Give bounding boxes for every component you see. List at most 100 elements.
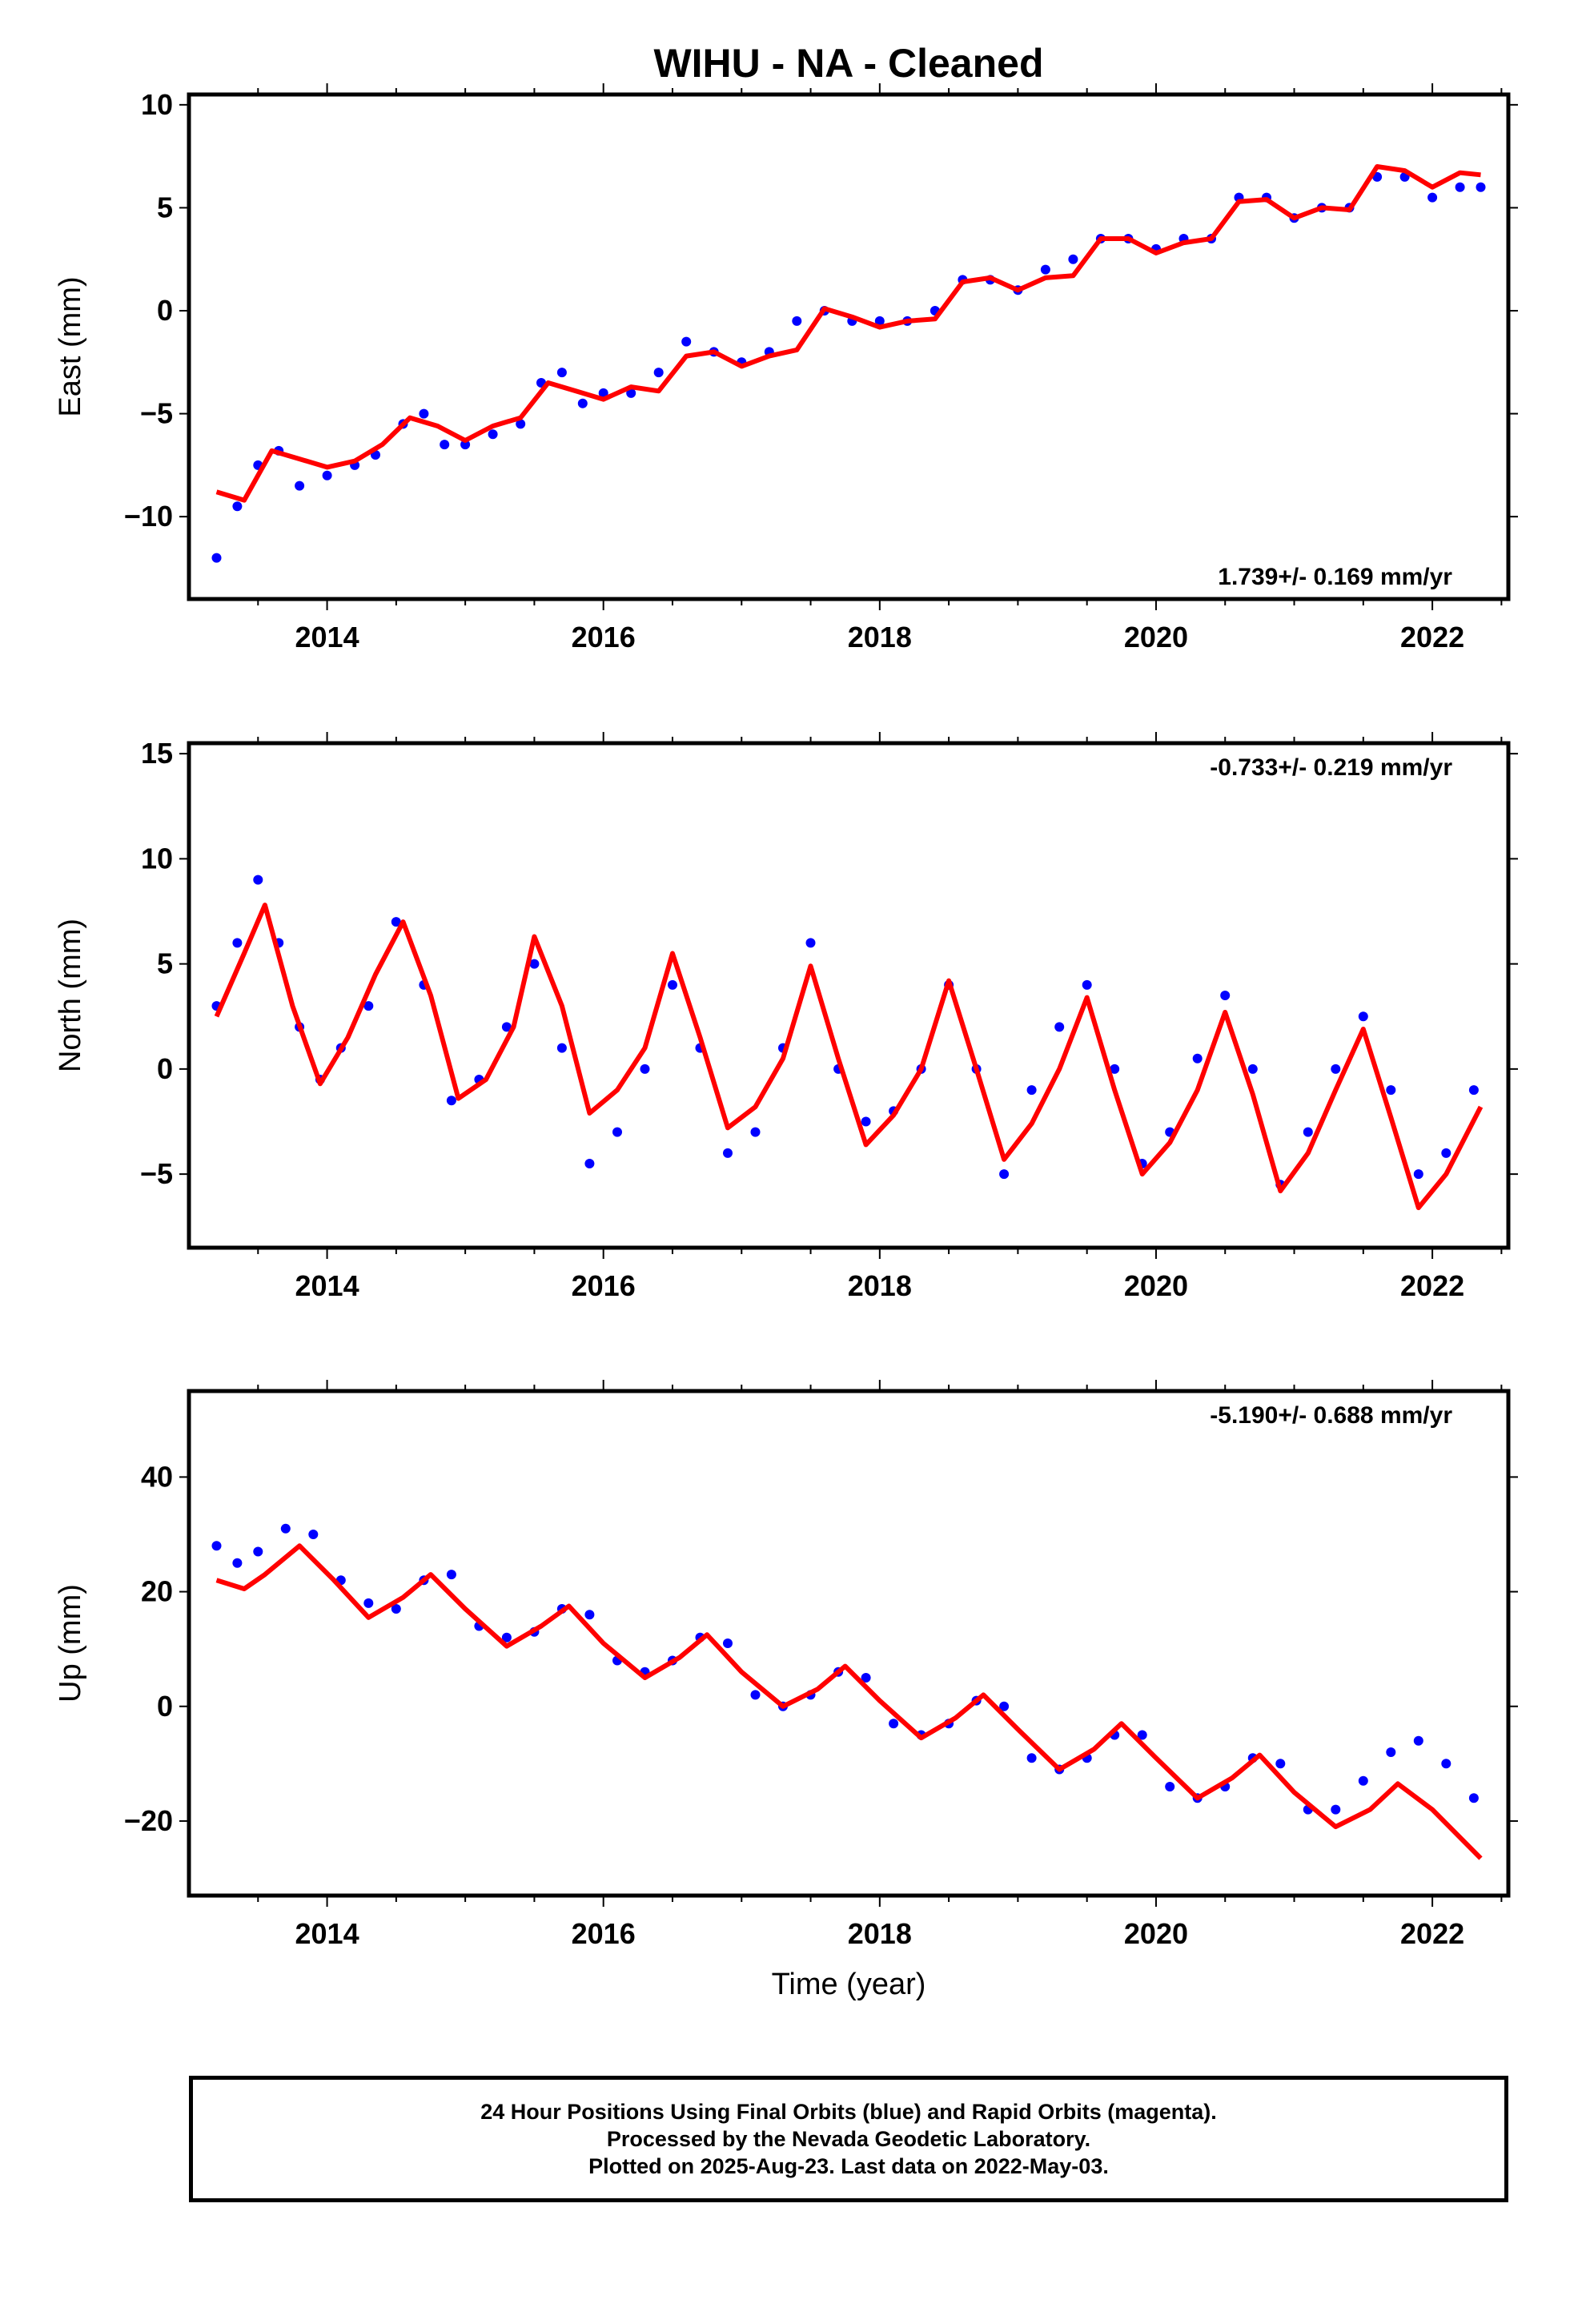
data-point xyxy=(1413,1169,1423,1180)
data-point xyxy=(232,501,243,512)
data-point xyxy=(1054,1022,1065,1032)
data-point xyxy=(598,388,608,398)
fit-line xyxy=(215,164,1481,503)
caption-line-3: Plotted on 2025-Aug-23. Last data on 202… xyxy=(588,2154,1109,2178)
plot-frame xyxy=(187,741,1511,1250)
caption-line-2: Processed by the Nevada Geodetic Laborat… xyxy=(606,2127,1091,2151)
data-point xyxy=(668,979,677,990)
data-point xyxy=(211,1541,222,1551)
data-point xyxy=(750,1127,761,1137)
fit-line xyxy=(215,1543,1483,1860)
rate-annotation: -5.190+/- 0.688 mm/yr xyxy=(1210,1402,1452,1429)
x-tick-label: 2022 xyxy=(1400,1917,1464,1950)
data-point xyxy=(1468,1085,1479,1096)
data-point xyxy=(1331,1063,1341,1074)
x-tick-label: 2020 xyxy=(1124,1269,1188,1302)
data-point xyxy=(253,875,263,885)
data-point xyxy=(1137,1730,1147,1740)
x-tick-label: 2016 xyxy=(572,1917,636,1950)
east-panel: 2014 2016 2018 2020 2022 −10 −5 0 5 10 East (mm) 1.… xyxy=(54,83,1518,653)
caption-box: 24 Hour Positions Using Final Orbits (bl… xyxy=(189,2076,1508,2202)
x-tick-label: 2022 xyxy=(1400,621,1464,653)
plot-frame xyxy=(187,92,1511,601)
data-point xyxy=(232,1558,243,1568)
data-point xyxy=(1441,1148,1452,1158)
plot-frame xyxy=(187,1389,1511,1898)
data-point xyxy=(1192,1053,1203,1063)
x-tick-label: 2014 xyxy=(295,621,359,653)
x-tick-label: 2022 xyxy=(1400,1269,1464,1302)
data-point xyxy=(805,938,816,948)
data-point xyxy=(874,316,885,326)
data-point xyxy=(577,398,588,408)
y-tick-label: 15 xyxy=(141,737,173,770)
data-point xyxy=(1441,1759,1452,1769)
rate-annotation: -0.733+/- 0.219 mm/yr xyxy=(1210,754,1452,781)
fit-line xyxy=(214,903,1484,1211)
x-tick-label: 2016 xyxy=(572,621,636,653)
data-point xyxy=(1165,1782,1175,1791)
data-point xyxy=(653,368,664,378)
data-point xyxy=(322,470,332,480)
y-tick-label: −5 xyxy=(140,397,173,430)
data-point xyxy=(1303,1127,1313,1137)
x-tick-label: 2018 xyxy=(848,1269,912,1302)
y-tick-label: 10 xyxy=(141,842,173,875)
y-axis-label: North (mm) xyxy=(54,919,87,1072)
data-point xyxy=(723,1148,733,1158)
data-point xyxy=(460,440,471,450)
data-point xyxy=(1026,1085,1037,1096)
y-tick-label: 0 xyxy=(157,1690,173,1723)
y-tick-label: 0 xyxy=(157,294,173,327)
caption-line-1: 24 Hour Positions Using Final Orbits (bl… xyxy=(480,2100,1217,2124)
data-point xyxy=(861,1673,871,1683)
x-tick-label: 2020 xyxy=(1124,1917,1188,1950)
data-point xyxy=(516,419,526,429)
data-point xyxy=(1476,182,1486,192)
data-point xyxy=(750,1690,761,1700)
data-point xyxy=(1275,1759,1286,1769)
data-point xyxy=(363,1598,374,1608)
data-point xyxy=(640,1063,650,1074)
data-point xyxy=(1413,1735,1423,1746)
y-tick-label: −20 xyxy=(124,1804,173,1837)
data-point xyxy=(1040,264,1050,275)
x-tick-label: 2020 xyxy=(1124,621,1188,653)
x-axis-label: Time (year) xyxy=(772,1968,926,2001)
data-point xyxy=(1386,1085,1396,1096)
data-point xyxy=(584,1159,595,1168)
data-point xyxy=(584,1610,595,1620)
y-tick-label: 10 xyxy=(141,88,173,121)
data-point xyxy=(1386,1747,1396,1757)
data-point xyxy=(889,1719,899,1729)
data-point xyxy=(626,388,636,398)
y-tick-label: −5 xyxy=(140,1157,173,1190)
data-point xyxy=(999,1701,1010,1711)
data-point xyxy=(1455,182,1465,192)
data-point xyxy=(1068,254,1078,264)
data-point xyxy=(1082,979,1092,990)
data-point xyxy=(1247,1063,1258,1074)
x-tick-label: 2018 xyxy=(848,1917,912,1950)
data-point xyxy=(1358,1011,1368,1022)
data-point xyxy=(1468,1793,1479,1803)
data-point xyxy=(1026,1753,1037,1763)
up-panel: 2014 2016 2018 2020 2022 −20 0 20 40 Up (mm) -5.19… xyxy=(54,1380,1518,1950)
data-point xyxy=(723,1638,733,1648)
y-tick-label: 40 xyxy=(141,1460,173,1493)
y-tick-label: 5 xyxy=(157,947,173,980)
data-point xyxy=(440,440,450,450)
data-point xyxy=(681,336,692,347)
data-point xyxy=(999,1169,1010,1180)
data-point xyxy=(501,1632,512,1642)
data-point xyxy=(1110,1063,1120,1074)
x-tick-label: 2018 xyxy=(848,621,912,653)
data-point xyxy=(280,1523,291,1534)
rate-annotation: 1.739+/- 0.169 mm/yr xyxy=(1218,564,1452,590)
data-point xyxy=(1427,192,1438,203)
data-point xyxy=(529,959,540,969)
data-point xyxy=(1331,1804,1341,1815)
data-point xyxy=(211,553,222,563)
y-tick-label: 5 xyxy=(157,191,173,223)
